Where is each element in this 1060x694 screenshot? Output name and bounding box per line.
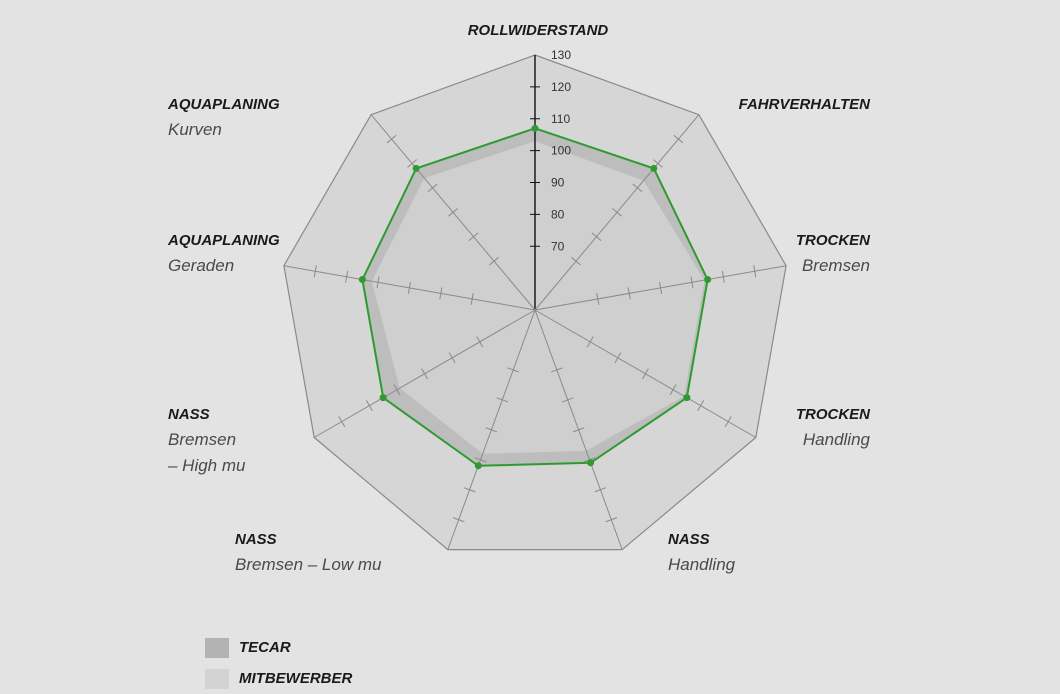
radar-tick-5-2	[485, 427, 498, 433]
radar-tick-2-2	[659, 281, 663, 294]
radar-tick-6-3	[393, 384, 401, 396]
data-point-tecar-6	[379, 394, 387, 402]
radar-tick-7-4	[345, 270, 349, 283]
tick-label-120: 120	[551, 80, 571, 94]
data-point-tecar-4	[587, 459, 595, 467]
data-point-tecar-8	[412, 164, 420, 172]
radar-tick-3-4	[697, 400, 705, 412]
radar-tick-2-1	[627, 287, 631, 300]
data-point-tecar-2	[704, 276, 712, 284]
axis-label-7: AQUAPLANING	[167, 232, 280, 249]
tick-label-90: 90	[551, 176, 565, 190]
legend-swatch-mitbewerber	[205, 668, 229, 689]
radar-tick-4-4	[594, 487, 607, 493]
axis-label-0: ROLLWIDERSTAND	[468, 22, 609, 39]
radar-tick-8-4	[407, 159, 417, 168]
axis-label-4: NASS	[668, 531, 710, 548]
legend-item-mitbewerber: MITBEWERBER	[205, 663, 352, 694]
radar-tick-3-5	[724, 416, 732, 428]
axis-sublabel-5-0: Bremsen – Low mu	[235, 555, 382, 574]
radar-tick-4-1	[561, 397, 574, 403]
series-line-tecar	[361, 127, 709, 467]
tick-label-70: 70	[551, 239, 565, 253]
axis-label-1: FAHRVERHALTEN	[739, 96, 872, 113]
data-point-tecar-1	[650, 164, 658, 172]
radar-tick-5-5	[452, 517, 465, 523]
radar-tick-7-1	[439, 287, 443, 300]
radar-tick-7-3	[376, 276, 380, 289]
radar-tick-6-0	[476, 336, 484, 348]
tick-label-110: 110	[551, 112, 570, 126]
radar-tick-1-3	[632, 183, 643, 193]
radar-tick-8-0	[489, 256, 499, 266]
radar-tick-8-5	[386, 134, 397, 144]
axis-label-6: NASS	[168, 406, 210, 423]
axis-sublabel-4-0: Handling	[668, 555, 736, 574]
legend-label-mitbewerber: MITBEWERBER	[239, 670, 353, 687]
radar-tick-3-2	[641, 368, 649, 380]
radar-tick-6-2	[421, 368, 429, 380]
radar-tick-1-2	[612, 208, 622, 217]
radar-tick-6-5	[338, 416, 346, 428]
radar-tick-3-0	[586, 336, 594, 348]
axis-sublabel-2-0: Bremsen	[802, 256, 870, 275]
radar-tick-7-5	[313, 265, 317, 278]
axis-sublabel-8-0: Kurven	[168, 120, 222, 139]
tick-label-80: 80	[551, 207, 565, 221]
radar-tick-1-4	[653, 159, 663, 168]
radar-tick-1-1	[591, 232, 602, 241]
tick-label-130: 130	[551, 48, 571, 62]
radar-tick-4-0	[550, 367, 563, 373]
radar-tick-7-2	[407, 281, 411, 294]
radar-tick-1-0	[571, 256, 581, 266]
axis-label-3: TROCKEN	[796, 406, 871, 423]
axis-label-8: AQUAPLANING	[167, 96, 280, 113]
radar-tick-8-1	[468, 232, 479, 241]
radar-tick-5-3	[474, 457, 487, 463]
radar-tick-3-1	[614, 352, 622, 364]
axis-label-2: TROCKEN	[796, 232, 871, 249]
series-area-mitbewerber	[371, 141, 705, 454]
radar-tick-6-4	[365, 400, 373, 412]
radar-tick-2-5	[753, 265, 757, 278]
radar-tick-5-4	[463, 487, 476, 493]
data-point-tecar-3	[683, 394, 691, 402]
axis-sublabel-3-0: Handling	[803, 430, 871, 449]
legend: TECAR MITBEWERBER	[205, 632, 352, 694]
radar-tick-6-1	[448, 352, 456, 364]
data-point-tecar-7	[358, 276, 366, 284]
legend-item-tecar: TECAR	[205, 632, 352, 663]
radar-tick-1-5	[673, 134, 684, 144]
radar-tick-8-3	[427, 183, 438, 193]
radar-tick-2-4	[721, 270, 725, 283]
radar-tick-4-5	[605, 517, 618, 523]
radar-tick-4-2	[572, 427, 585, 433]
radar-tick-2-0	[596, 292, 600, 305]
axis-sublabel-6-0: Bremsen	[168, 430, 236, 449]
radar-tick-7-0	[470, 292, 474, 305]
radar-chart: 70 80 90 100 110 120 130 ROLLWIDERSTAND FAHRVERH…	[167, 22, 872, 574]
legend-swatch-tecar	[205, 637, 229, 658]
data-point-tecar-0	[531, 124, 539, 132]
radar-tick-8-2	[448, 208, 458, 217]
radar-tick-5-0	[507, 367, 520, 373]
radar-tick-2-3	[690, 276, 694, 289]
axis-sublabel-7-0: Geraden	[168, 256, 234, 275]
data-point-tecar-5	[474, 462, 482, 470]
axis-label-5: NASS	[235, 531, 277, 548]
legend-label-tecar: TECAR	[239, 639, 291, 656]
axis-sublabel-6-1: – High mu	[167, 456, 246, 475]
radar-tick-3-3	[669, 384, 677, 396]
tick-label-100: 100	[551, 144, 571, 158]
radar-tick-5-1	[496, 397, 509, 403]
